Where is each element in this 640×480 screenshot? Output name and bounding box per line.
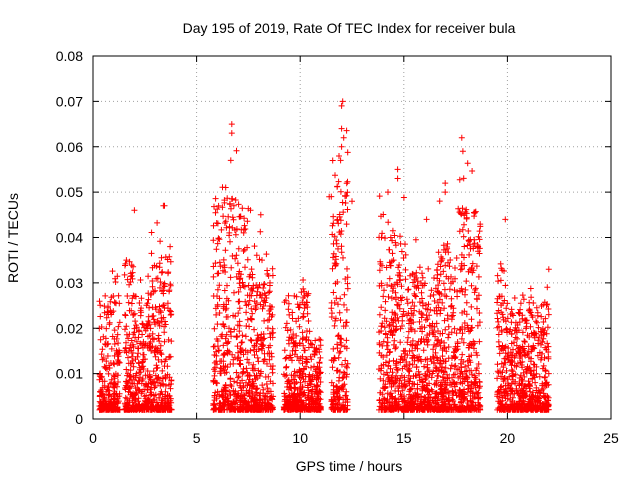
y-tick-label: 0.02 — [56, 320, 83, 336]
y-tick-label: 0.07 — [56, 93, 83, 109]
y-tick-label: 0 — [75, 411, 83, 427]
x-axis-label: GPS time / hours — [296, 458, 403, 474]
y-tick-label: 0.06 — [56, 139, 83, 155]
y-tick-label: 0.01 — [56, 366, 83, 382]
x-tick-label: 25 — [603, 430, 619, 446]
y-tick-label: 0.05 — [56, 184, 83, 200]
chart-title: Day 195 of 2019, Rate Of TEC Index for r… — [183, 20, 516, 36]
y-axis-label: ROTI / TECUs — [5, 193, 21, 283]
y-tick-label: 0.03 — [56, 275, 83, 291]
y-tick-label: 0.04 — [56, 230, 83, 246]
x-tick-label: 10 — [292, 430, 308, 446]
roti-marker-set — [96, 98, 552, 413]
x-tick-label: 0 — [89, 430, 97, 446]
y-tick-label: 0.08 — [56, 48, 83, 64]
x-tick-label: 15 — [396, 430, 412, 446]
x-tick-label: 5 — [193, 430, 201, 446]
data-points — [96, 98, 552, 413]
axis-ticks: 0 5 10 15 20 25 0 0.01 0.02 0.03 0.04 0.05 0.06 0.07 0… — [56, 48, 619, 446]
x-tick-label: 20 — [500, 430, 516, 446]
grid-lines — [93, 56, 611, 419]
